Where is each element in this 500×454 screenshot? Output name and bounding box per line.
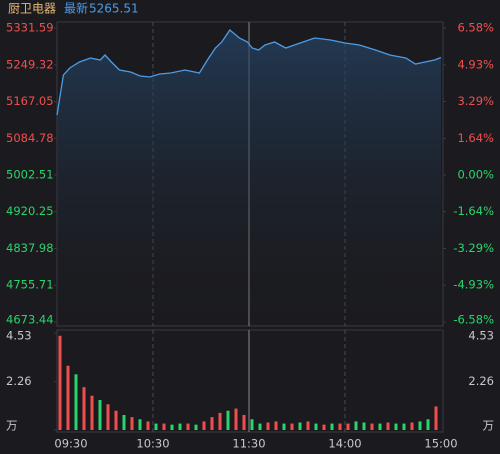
y2-tick-label: 4.93% — [457, 57, 494, 71]
y2-tick-label: -1.64% — [453, 204, 494, 218]
volume-tick-label: 2.26 — [6, 374, 32, 388]
volume-bar — [234, 408, 238, 430]
title: 厨卫电器 — [8, 2, 56, 16]
y-tick-label: 5084.78 — [6, 131, 54, 145]
volume-bar — [242, 415, 246, 430]
volume-bar — [314, 423, 318, 430]
volume-bar — [66, 365, 70, 430]
volume-bar — [122, 415, 126, 430]
volume-bar — [306, 421, 310, 430]
y-tick-label: 4837.98 — [6, 241, 54, 255]
volume-bar — [298, 422, 302, 430]
y2-tick-label: -3.29% — [453, 241, 494, 255]
volume-bar — [274, 421, 278, 430]
volume-bar — [194, 424, 198, 430]
volume-bar — [266, 422, 270, 430]
y-tick-label: 5002.51 — [6, 168, 54, 182]
volume-bar — [114, 410, 118, 430]
volume-tick-label: 万 — [6, 419, 18, 433]
volume-bar — [410, 422, 414, 430]
volume-bar — [146, 421, 150, 430]
y2-tick-label: 3.29% — [457, 94, 494, 108]
y2-tick-label: 0.00% — [457, 168, 494, 182]
y-tick-label: 4920.25 — [6, 204, 54, 218]
volume-bar — [290, 423, 294, 430]
volume-bar — [426, 419, 430, 430]
volume-bar — [338, 423, 342, 430]
volume-bar — [346, 423, 350, 430]
y2-tick-label: -4.93% — [453, 278, 494, 292]
volume-bar — [210, 417, 214, 430]
volume-bar — [394, 423, 398, 430]
volume-bar — [402, 423, 406, 430]
volume-bar — [90, 395, 94, 430]
price-area — [57, 30, 441, 322]
volume-bar — [330, 423, 334, 430]
x-tick-label: 14:00 — [328, 437, 361, 451]
x-tick-label: 10:30 — [136, 437, 169, 451]
volume-frame — [56, 329, 444, 433]
volume-bar — [434, 406, 438, 430]
latest-label: 最新 — [64, 1, 88, 16]
volume-bar — [354, 421, 358, 430]
y2-tick-label: 1.64% — [457, 131, 494, 145]
x-tick-label: 09:30 — [54, 437, 87, 451]
volume-bar — [250, 419, 254, 430]
volume-bar — [58, 335, 62, 430]
volume-bar — [386, 422, 390, 430]
volume-bar — [226, 410, 230, 430]
volume-bar — [170, 424, 174, 430]
price-line — [56, 29, 442, 116]
y-tick-label: 4673.44 — [6, 313, 54, 327]
x-tick-label: 15:00 — [424, 437, 457, 451]
volume-bar — [186, 423, 190, 430]
volume-bar — [418, 421, 422, 430]
volume-bar — [74, 374, 78, 430]
y-tick-label: 5331.59 — [6, 21, 54, 35]
y2-tick-label: -6.58% — [453, 313, 494, 327]
volume-bar — [178, 423, 182, 430]
volume-bar — [218, 412, 222, 430]
x-tick-label: 11:30 — [232, 437, 265, 451]
volume-bar — [130, 417, 134, 430]
y-tick-label: 4755.71 — [6, 278, 54, 292]
volume-bar — [362, 422, 366, 430]
volume-bar — [282, 423, 286, 430]
volume-bar — [378, 423, 382, 430]
volume-bar — [370, 423, 374, 430]
volume-bar — [202, 421, 206, 430]
volume-tick-label: 4.53 — [6, 329, 32, 343]
latest-value: 5265.51 — [89, 2, 139, 16]
volume-tick-label: 2.26 — [468, 374, 494, 388]
volume-tick-label: 万 — [483, 419, 495, 433]
y-tick-label: 5249.32 — [6, 57, 54, 71]
volume-bar — [154, 423, 158, 430]
volume-bar — [322, 424, 326, 430]
volume-bar — [138, 419, 142, 430]
y2-tick-label: 6.58% — [457, 21, 494, 35]
volume-bar — [106, 404, 110, 430]
volume-bar — [82, 387, 86, 430]
volume-bar — [258, 423, 262, 430]
y-tick-label: 5167.05 — [6, 94, 54, 108]
volume-tick-label: 4.53 — [468, 329, 494, 343]
volume-bar — [98, 400, 102, 430]
volume-bar — [162, 423, 166, 430]
